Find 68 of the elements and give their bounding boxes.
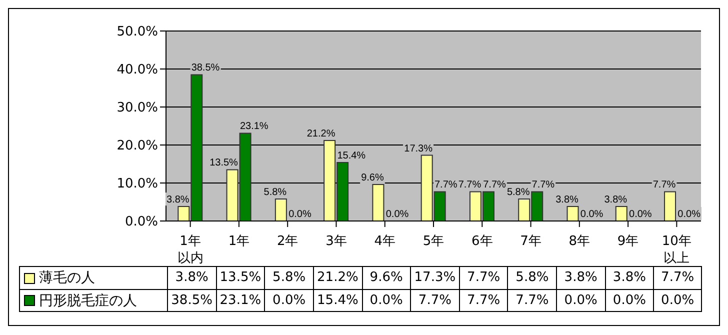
- legend-label: 薄毛の人: [39, 269, 95, 287]
- data-label: 38.5%: [167, 290, 216, 311]
- x-tick-label: 5年: [422, 233, 446, 250]
- text: 0.0%: [288, 209, 312, 220]
- text: 3.8%: [166, 194, 190, 206]
- bar: [566, 206, 579, 221]
- data-label: 0.0%: [362, 290, 410, 311]
- y-tick-label: 20.0%: [116, 138, 158, 154]
- text: 5.8%: [506, 186, 530, 198]
- y-tick-label: 10.0%: [116, 176, 158, 192]
- text: 17.3%: [404, 143, 432, 154]
- data-label: 3.8%: [167, 267, 216, 289]
- x-tick-label: 2年: [276, 233, 300, 250]
- x-tick-label: 6年: [470, 233, 494, 250]
- x-tick-label: 8年: [568, 233, 592, 250]
- data-label: 3.8%: [556, 267, 605, 289]
- x-tick-label: 1年以内: [176, 233, 204, 267]
- text: 3.8%: [604, 194, 628, 206]
- text: 5.8%: [264, 186, 287, 198]
- text: 15.4%: [337, 150, 366, 162]
- data-label: 3.8%: [604, 267, 654, 289]
- x-tick-label: 10年以上: [661, 233, 692, 267]
- text: 7.7%: [483, 180, 506, 191]
- data-label: 7.7%: [458, 267, 508, 289]
- text: 0.0%: [580, 209, 604, 220]
- bar: [664, 191, 676, 221]
- data-label: 7.7%: [653, 267, 702, 289]
- y-tick-label: 0.0%: [124, 214, 158, 230]
- data-label: 7.7%: [507, 290, 556, 311]
- text: 0.0%: [629, 209, 652, 220]
- text: 7.7%: [434, 180, 458, 191]
- data-label: 17.3%: [410, 267, 459, 289]
- data-label: 21.2%: [312, 267, 362, 289]
- bar: [372, 184, 384, 221]
- data-label: 9.6%: [362, 267, 410, 289]
- text: 9.6%: [361, 172, 384, 184]
- text: 38.5%: [191, 62, 220, 74]
- text: 23.1%: [240, 121, 268, 132]
- x-tick-label: 3年: [324, 233, 348, 250]
- text: 13.5%: [210, 158, 238, 169]
- x-tick-label: 4年: [373, 233, 396, 250]
- x-tick-label: 7年: [519, 233, 542, 250]
- data-label: 23.1%: [216, 290, 264, 311]
- y-tick-label: 30.0%: [116, 100, 158, 116]
- data-label: 0.0%: [604, 290, 654, 311]
- bar: [615, 206, 628, 221]
- text: 21.2%: [306, 128, 336, 140]
- data-label: 0.0%: [264, 290, 313, 311]
- text: 7.7%: [652, 180, 676, 191]
- x-tick-label: 9年: [616, 233, 640, 250]
- data-label: 13.5%: [216, 267, 264, 289]
- text: 3.8%: [556, 194, 578, 206]
- y-tick-label: 40.0%: [116, 62, 158, 78]
- legend-label: 円形脱毛症の人: [39, 292, 137, 310]
- data-label: 7.7%: [458, 290, 508, 311]
- data-label: 5.8%: [507, 267, 556, 289]
- text: 7.7%: [532, 180, 555, 191]
- data-label: 5.8%: [264, 267, 313, 289]
- data-label: 15.4%: [312, 290, 362, 311]
- text: 0.0%: [386, 209, 409, 220]
- data-label: 0.0%: [556, 290, 605, 311]
- y-tick-label: 50.0%: [116, 24, 158, 40]
- data-label: 0.0%: [653, 290, 702, 311]
- text: 0.0%: [678, 209, 700, 220]
- x-tick-label: 1年: [227, 233, 251, 250]
- bar: [274, 198, 287, 221]
- text: 7.7%: [458, 180, 482, 191]
- data-label: 7.7%: [410, 290, 459, 311]
